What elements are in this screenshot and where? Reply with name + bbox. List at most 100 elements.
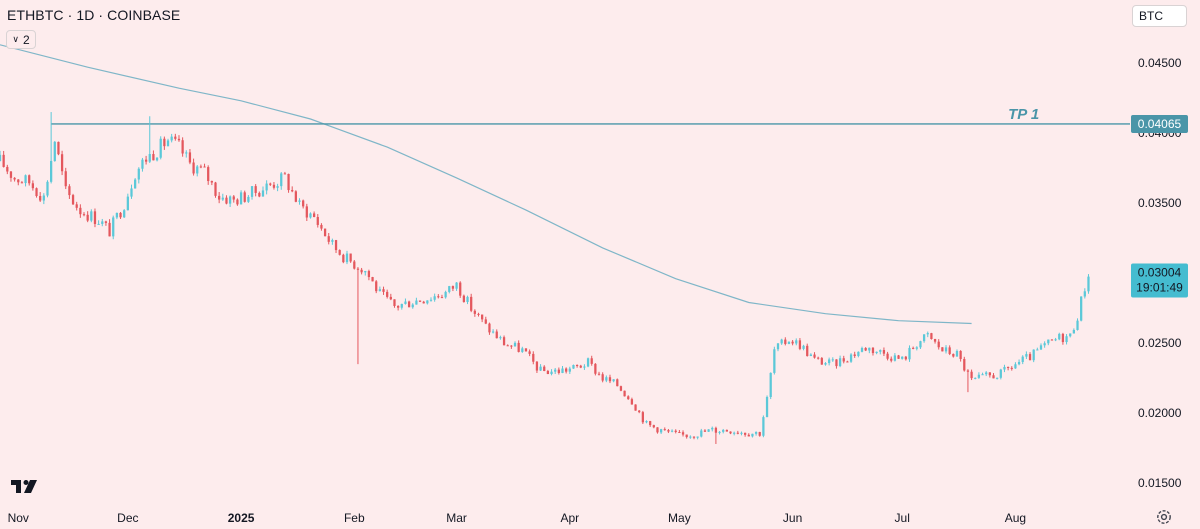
candle-body: [1017, 361, 1021, 365]
candle-body: [568, 368, 571, 372]
candle-body: [28, 175, 31, 184]
candle-body: [871, 347, 875, 354]
candle-body: [901, 356, 904, 359]
candle: [174, 133, 177, 141]
candle-body: [320, 224, 323, 229]
tradingview-logo-icon[interactable]: [11, 478, 41, 494]
candle: [1014, 362, 1017, 369]
candle-body: [630, 399, 634, 405]
candle: [634, 404, 637, 411]
candle: [134, 178, 137, 189]
candle-body: [623, 390, 626, 397]
candle: [243, 190, 246, 203]
candle-body: [955, 350, 959, 357]
candle: [159, 136, 162, 160]
candle-body: [1080, 296, 1083, 321]
candle-body: [470, 296, 473, 311]
tp-line-layer: TP 1: [51, 106, 1130, 125]
y-axis[interactable]: 0.045000.040000.035000.025000.020000.015…: [1138, 56, 1182, 490]
candle: [769, 372, 772, 400]
candle-body: [831, 359, 834, 361]
candle-body: [130, 188, 133, 197]
candle: [17, 179, 20, 186]
candle: [524, 348, 528, 352]
candle-body: [729, 431, 732, 434]
candle-body: [356, 268, 360, 270]
collapse-indicators-button[interactable]: ∨ 2: [6, 30, 36, 49]
candle: [583, 364, 586, 370]
candle: [882, 347, 886, 357]
candle: [0, 150, 2, 162]
candle: [20, 181, 24, 184]
candle: [466, 295, 469, 305]
candle-body: [619, 386, 623, 391]
currency-select[interactable]: BTC: [1132, 5, 1187, 27]
candle: [46, 180, 49, 198]
candle: [144, 155, 148, 165]
candle: [422, 300, 425, 304]
candle-body: [276, 186, 279, 188]
candle: [619, 385, 623, 392]
candle-body: [170, 136, 173, 141]
x-axis[interactable]: Nov Dec 2025 Feb Mar Apr May Jun Jul Aug: [8, 511, 1027, 525]
candle: [1036, 347, 1039, 351]
candle: [922, 334, 926, 343]
candle: [1054, 337, 1057, 342]
candle: [491, 329, 495, 334]
candle: [1010, 366, 1013, 371]
candle-body: [838, 358, 842, 367]
candle: [418, 300, 422, 303]
candle-body: [524, 348, 528, 352]
candle-body: [985, 372, 988, 375]
candle: [809, 353, 813, 357]
candle: [912, 346, 915, 350]
candle: [331, 238, 334, 245]
candle: [652, 424, 655, 429]
candle-body: [327, 236, 330, 242]
candle-body: [42, 195, 45, 201]
candle-body: [309, 213, 312, 218]
candle: [784, 337, 787, 346]
candle: [130, 184, 133, 199]
candle: [608, 374, 612, 384]
candle-body: [893, 355, 897, 361]
candle: [82, 212, 86, 217]
candle: [400, 303, 403, 310]
candle-body: [649, 421, 652, 426]
candle-body: [1010, 367, 1013, 369]
candle-body: [586, 358, 590, 367]
candle: [937, 339, 940, 350]
candle-body: [517, 342, 520, 352]
candle: [711, 426, 714, 432]
tp-price-tag: [1131, 114, 1188, 133]
candle: [371, 276, 374, 282]
candle: [429, 297, 433, 302]
candle-body: [298, 200, 301, 202]
candle-body: [283, 173, 287, 175]
candle: [627, 395, 630, 400]
candle: [484, 316, 487, 325]
candle-body: [57, 141, 60, 155]
candle-body: [689, 436, 692, 438]
symbol-title[interactable]: ETHBTC · 1D · COINBASE: [7, 7, 181, 23]
settings-gear-icon[interactable]: [1155, 508, 1173, 526]
candle: [557, 367, 560, 375]
candle-body: [952, 353, 955, 357]
candle-body: [904, 356, 907, 360]
candle: [733, 431, 736, 436]
candle: [860, 346, 864, 353]
candle-body: [477, 313, 480, 315]
candle-body: [930, 333, 933, 340]
candle-body: [977, 374, 981, 378]
candle-body: [291, 190, 294, 192]
candle-body: [334, 240, 338, 251]
candle: [177, 135, 181, 142]
candle-body: [119, 212, 122, 218]
candle-body: [75, 204, 78, 208]
candle-body: [616, 379, 619, 387]
candle-body: [24, 175, 27, 184]
candle-body: [835, 359, 838, 367]
candle: [283, 171, 287, 175]
candle: [616, 378, 619, 387]
